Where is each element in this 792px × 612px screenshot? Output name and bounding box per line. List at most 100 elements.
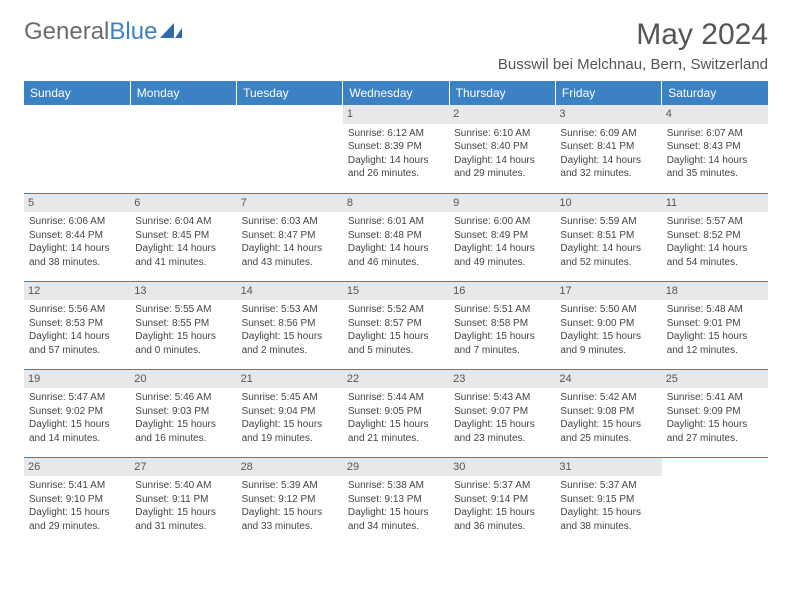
day-details: Sunrise: 5:39 AMSunset: 9:12 PMDaylight:… bbox=[242, 479, 338, 533]
calendar-cell: 27 Sunrise: 5:40 AMSunset: 9:11 PMDayligh… bbox=[130, 457, 236, 545]
day-number: 22 bbox=[343, 370, 449, 389]
calendar-cell: 2 Sunrise: 6:10 AMSunset: 8:40 PMDaylight… bbox=[449, 105, 555, 193]
day-details: Sunrise: 5:56 AMSunset: 8:53 PMDaylight:… bbox=[29, 303, 125, 357]
day-details: Sunrise: 5:59 AMSunset: 8:51 PMDaylight:… bbox=[560, 215, 656, 269]
calendar-cell: 26Sunrise: 5:41 AMSunset: 9:10 PMDayligh… bbox=[24, 457, 130, 545]
header: GeneralBlue May 2024 Busswil bei Melchna… bbox=[24, 18, 768, 73]
day-number: 16 bbox=[449, 282, 555, 301]
day-number: 13 bbox=[130, 282, 236, 301]
day-details: Sunrise: 5:55 AMSunset: 8:55 PMDaylight:… bbox=[135, 303, 231, 357]
day-details: Sunrise: 5:37 AMSunset: 9:15 PMDaylight:… bbox=[560, 479, 656, 533]
location: Busswil bei Melchnau, Bern, Switzerland bbox=[498, 56, 768, 73]
day-details: Sunrise: 5:45 AMSunset: 9:04 PMDaylight:… bbox=[242, 391, 338, 445]
day-details: Sunrise: 6:09 AMSunset: 8:41 PMDaylight:… bbox=[560, 127, 656, 181]
day-number: 18 bbox=[662, 282, 768, 301]
day-number: 31 bbox=[555, 458, 661, 477]
day-number: 17 bbox=[555, 282, 661, 301]
calendar-cell: 6 Sunrise: 6:04 AMSunset: 8:45 PMDaylight… bbox=[130, 193, 236, 281]
day-number: 2 bbox=[449, 105, 555, 124]
calendar-cell: 24 Sunrise: 5:42 AMSunset: 9:08 PMDayligh… bbox=[555, 369, 661, 457]
day-details: Sunrise: 6:10 AMSunset: 8:40 PMDaylight:… bbox=[454, 127, 550, 181]
calendar-cell: 11Sunrise: 5:57 AMSunset: 8:52 PMDayligh… bbox=[662, 193, 768, 281]
logo: GeneralBlue bbox=[24, 18, 182, 46]
day-number: 7 bbox=[237, 194, 343, 213]
day-details: Sunrise: 6:03 AMSunset: 8:47 PMDaylight:… bbox=[242, 215, 338, 269]
calendar-cell bbox=[237, 105, 343, 193]
calendar-cell: 22Sunrise: 5:44 AMSunset: 9:05 PMDayligh… bbox=[343, 369, 449, 457]
day-number: 14 bbox=[237, 282, 343, 301]
day-details: Sunrise: 5:52 AMSunset: 8:57 PMDaylight:… bbox=[348, 303, 444, 357]
calendar-cell: 4 Sunrise: 6:07 AMSunset: 8:43 PMDaylight… bbox=[662, 105, 768, 193]
logo-sail-icon bbox=[160, 18, 182, 46]
calendar-cell bbox=[130, 105, 236, 193]
day-details: Sunrise: 5:42 AMSunset: 9:08 PMDaylight:… bbox=[560, 391, 656, 445]
day-number: 6 bbox=[130, 194, 236, 213]
day-number: 28 bbox=[237, 458, 343, 477]
day-number: 24 bbox=[555, 370, 661, 389]
day-details: Sunrise: 5:41 AMSunset: 9:09 PMDaylight:… bbox=[667, 391, 763, 445]
day-number: 11 bbox=[662, 194, 768, 213]
calendar-table: Sunday Monday Tuesday Wednesday Thursday… bbox=[24, 81, 768, 545]
day-number: 27 bbox=[130, 458, 236, 477]
calendar-cell: 28 Sunrise: 5:39 AMSunset: 9:12 PMDayligh… bbox=[237, 457, 343, 545]
day-number: 10 bbox=[555, 194, 661, 213]
day-number: 4 bbox=[662, 105, 768, 124]
calendar-row: 5 Sunrise: 6:06 AMSunset: 8:44 PMDaylight… bbox=[24, 193, 768, 281]
calendar-cell bbox=[662, 457, 768, 545]
calendar-row: 19 Sunrise: 5:47 AMSunset: 9:02 PMDayligh… bbox=[24, 369, 768, 457]
calendar-cell: 16Sunrise: 5:51 AMSunset: 8:58 PMDayligh… bbox=[449, 281, 555, 369]
logo-text-gray: General bbox=[24, 18, 109, 46]
day-number: 8 bbox=[343, 194, 449, 213]
weekday-header: Friday bbox=[555, 81, 661, 105]
calendar-cell: 13 Sunrise: 5:55 AMSunset: 8:55 PMDayligh… bbox=[130, 281, 236, 369]
day-number: 3 bbox=[555, 105, 661, 124]
calendar-cell: 15Sunrise: 5:52 AMSunset: 8:57 PMDayligh… bbox=[343, 281, 449, 369]
calendar-cell: 29Sunrise: 5:38 AMSunset: 9:13 PMDayligh… bbox=[343, 457, 449, 545]
weekday-header: Wednesday bbox=[343, 81, 449, 105]
day-details: Sunrise: 5:48 AMSunset: 9:01 PMDaylight:… bbox=[667, 303, 763, 357]
calendar-cell bbox=[24, 105, 130, 193]
weekday-header: Monday bbox=[130, 81, 236, 105]
day-details: Sunrise: 6:00 AMSunset: 8:49 PMDaylight:… bbox=[454, 215, 550, 269]
weekday-header: Thursday bbox=[449, 81, 555, 105]
calendar-cell: 14 Sunrise: 5:53 AMSunset: 8:56 PMDayligh… bbox=[237, 281, 343, 369]
calendar-cell: 25Sunrise: 5:41 AMSunset: 9:09 PMDayligh… bbox=[662, 369, 768, 457]
calendar-cell: 21 Sunrise: 5:45 AMSunset: 9:04 PMDayligh… bbox=[237, 369, 343, 457]
day-number: 23 bbox=[449, 370, 555, 389]
day-number: 29 bbox=[343, 458, 449, 477]
month-title: May 2024 bbox=[498, 18, 768, 52]
day-details: Sunrise: 6:06 AMSunset: 8:44 PMDaylight:… bbox=[29, 215, 125, 269]
day-details: Sunrise: 5:41 AMSunset: 9:10 PMDaylight:… bbox=[29, 479, 125, 533]
day-details: Sunrise: 5:50 AMSunset: 9:00 PMDaylight:… bbox=[560, 303, 656, 357]
day-details: Sunrise: 5:47 AMSunset: 9:02 PMDaylight:… bbox=[29, 391, 125, 445]
day-number: 5 bbox=[24, 194, 130, 213]
calendar-cell: 19 Sunrise: 5:47 AMSunset: 9:02 PMDayligh… bbox=[24, 369, 130, 457]
day-details: Sunrise: 6:01 AMSunset: 8:48 PMDaylight:… bbox=[348, 215, 444, 269]
calendar-row: 12 Sunrise: 5:56 AMSunset: 8:53 PMDayligh… bbox=[24, 281, 768, 369]
day-number: 19 bbox=[24, 370, 130, 389]
day-details: Sunrise: 5:53 AMSunset: 8:56 PMDaylight:… bbox=[242, 303, 338, 357]
calendar-cell: 23Sunrise: 5:43 AMSunset: 9:07 PMDayligh… bbox=[449, 369, 555, 457]
calendar-cell: 17 Sunrise: 5:50 AMSunset: 9:00 PMDayligh… bbox=[555, 281, 661, 369]
calendar-cell: 1Sunrise: 6:12 AMSunset: 8:39 PMDaylight… bbox=[343, 105, 449, 193]
calendar-cell: 31 Sunrise: 5:37 AMSunset: 9:15 PMDayligh… bbox=[555, 457, 661, 545]
weekday-header-row: Sunday Monday Tuesday Wednesday Thursday… bbox=[24, 81, 768, 105]
day-details: Sunrise: 5:37 AMSunset: 9:14 PMDaylight:… bbox=[454, 479, 550, 533]
calendar-cell: 8 Sunrise: 6:01 AMSunset: 8:48 PMDaylight… bbox=[343, 193, 449, 281]
calendar-body: 1Sunrise: 6:12 AMSunset: 8:39 PMDaylight… bbox=[24, 105, 768, 545]
day-number: 20 bbox=[130, 370, 236, 389]
calendar-cell: 5 Sunrise: 6:06 AMSunset: 8:44 PMDaylight… bbox=[24, 193, 130, 281]
day-number: 21 bbox=[237, 370, 343, 389]
day-details: Sunrise: 6:04 AMSunset: 8:45 PMDaylight:… bbox=[135, 215, 231, 269]
calendar-cell: 20Sunrise: 5:46 AMSunset: 9:03 PMDayligh… bbox=[130, 369, 236, 457]
calendar-cell: 10 Sunrise: 5:59 AMSunset: 8:51 PMDayligh… bbox=[555, 193, 661, 281]
day-number: 30 bbox=[449, 458, 555, 477]
day-details: Sunrise: 6:12 AMSunset: 8:39 PMDaylight:… bbox=[348, 127, 444, 181]
calendar-cell: 3 Sunrise: 6:09 AMSunset: 8:41 PMDaylight… bbox=[555, 105, 661, 193]
day-number: 12 bbox=[24, 282, 130, 301]
day-details: Sunrise: 6:07 AMSunset: 8:43 PMDaylight:… bbox=[667, 127, 763, 181]
day-details: Sunrise: 5:40 AMSunset: 9:11 PMDaylight:… bbox=[135, 479, 231, 533]
title-block: May 2024 Busswil bei Melchnau, Bern, Swi… bbox=[498, 18, 768, 73]
weekday-header: Sunday bbox=[24, 81, 130, 105]
day-number: 9 bbox=[449, 194, 555, 213]
